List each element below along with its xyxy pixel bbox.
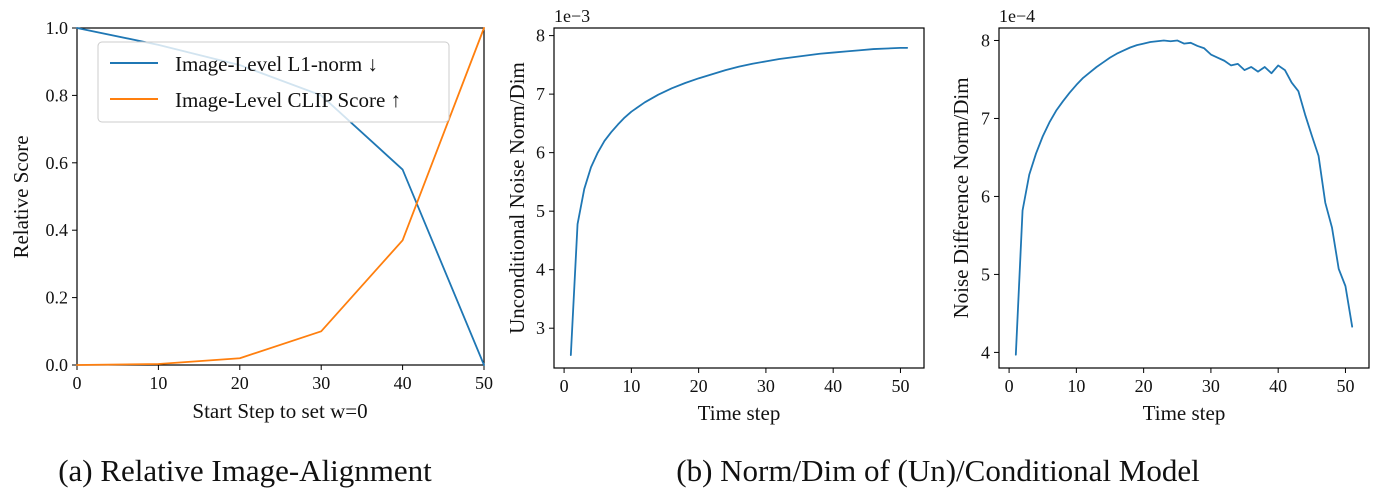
y-tick-label: 5 <box>981 264 990 284</box>
x-tick-label: 0 <box>73 373 82 393</box>
y-axis-label-b2: Noise Difference Norm/Dim <box>949 77 973 318</box>
x-tick-label: 10 <box>149 373 167 393</box>
x-tick-label: 0 <box>560 376 569 396</box>
offset-label-b2: 1e−4 <box>999 6 1035 26</box>
series-line-b1-0 <box>569 47 909 357</box>
tick-group-b2: 0 10 20 30 40 50 4 5 6 7 8 <box>981 30 1354 396</box>
legend-box <box>97 41 450 123</box>
x-axis-label-b1: Time step <box>698 401 781 425</box>
x-tick-label: 50 <box>475 373 493 393</box>
x-tick-label: 10 <box>1067 376 1085 396</box>
x-tick-label: 40 <box>824 376 842 396</box>
panel-unconditional-noise-norm: 0 10 20 30 40 50 3 4 5 6 7 8 1e−3 Time step Uncondi… <box>505 6 925 425</box>
caption-a: (a) Relative Image-Alignment <box>58 453 432 488</box>
y-tick-label: 4 <box>981 342 990 362</box>
y-tick-label: 5 <box>536 201 545 221</box>
y-tick-label: 6 <box>981 186 990 206</box>
x-tick-label: 10 <box>622 376 640 396</box>
x-tick-label: 20 <box>231 373 249 393</box>
plot-frame-a <box>76 27 485 366</box>
x-tick-label: 20 <box>690 376 708 396</box>
legend: Image-Level L1-norm ↓ Image-Level CLIP S… <box>97 41 450 123</box>
tick-group-a: 0 10 20 30 40 50 0.0 0.2 0.4 0.6 0.8 1.0 <box>46 18 494 393</box>
series-group-b2 <box>1014 39 1354 356</box>
x-tick-label: 0 <box>1005 376 1014 396</box>
series-group-b1 <box>569 47 909 357</box>
series-line-a-1 <box>76 27 485 366</box>
y-axis-label-a: Relative Score <box>9 135 33 258</box>
x-tick-label: 40 <box>1269 376 1287 396</box>
plot-frame-b1 <box>553 27 925 369</box>
x-tick-label: 50 <box>891 376 909 396</box>
x-tick-label: 30 <box>757 376 775 396</box>
offset-label-b1: 1e−3 <box>554 6 590 26</box>
y-tick-label: 6 <box>536 143 545 163</box>
y-tick-label: 1.0 <box>46 18 69 38</box>
y-tick-label: 0.0 <box>46 355 69 375</box>
plot-frame-b2 <box>998 27 1370 369</box>
x-tick-label: 30 <box>1202 376 1220 396</box>
y-tick-label: 4 <box>536 260 545 280</box>
y-tick-label: 7 <box>981 108 990 128</box>
panel-relative-image-alignment: 0 10 20 30 40 50 0.0 0.2 0.4 0.6 0.8 1.0 Image-Leve… <box>9 18 493 423</box>
tick-group-b1: 0 10 20 30 40 50 3 4 5 6 7 8 <box>536 26 909 396</box>
x-axis-label-b2: Time step <box>1143 401 1226 425</box>
y-tick-label: 0.6 <box>46 153 69 173</box>
y-axis-label-b1: Unconditional Noise Norm/Dim <box>505 62 529 334</box>
y-tick-label: 8 <box>981 30 990 50</box>
y-tick-label: 0.2 <box>46 288 69 308</box>
y-tick-label: 7 <box>536 84 545 104</box>
legend-label-l1-norm: Image-Level L1-norm ↓ <box>175 52 378 76</box>
y-tick-label: 0.4 <box>46 220 69 240</box>
x-tick-label: 30 <box>312 373 330 393</box>
y-tick-label: 0.8 <box>46 85 69 105</box>
x-tick-label: 50 <box>1336 376 1354 396</box>
x-tick-label: 40 <box>394 373 412 393</box>
series-line-b2-0 <box>1014 39 1354 356</box>
x-tick-label: 20 <box>1135 376 1153 396</box>
y-tick-label: 3 <box>536 318 545 338</box>
panel-noise-difference-norm: 0 10 20 30 40 50 4 5 6 7 8 1e−4 Time step Noise Di… <box>949 6 1370 425</box>
legend-label-clip-score: Image-Level CLIP Score ↑ <box>175 88 401 112</box>
y-tick-label: 8 <box>536 26 545 46</box>
x-axis-label-a: Start Step to set w=0 <box>192 399 367 423</box>
caption-b: (b) Norm/Dim of (Un)/Conditional Model <box>676 453 1200 488</box>
